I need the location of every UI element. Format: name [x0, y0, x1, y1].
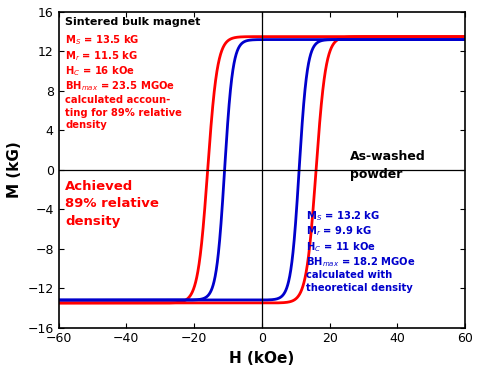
Text: M$_r$ = 9.9 kG: M$_r$ = 9.9 kG	[306, 225, 372, 238]
Text: BH$_{max}$ = 18.2 MGOe: BH$_{max}$ = 18.2 MGOe	[306, 255, 416, 269]
Text: calculated with
theoretical density: calculated with theoretical density	[306, 270, 413, 293]
Text: As-washed
powder: As-washed powder	[350, 150, 426, 181]
Text: M$_r$ = 11.5 kG: M$_r$ = 11.5 kG	[65, 49, 138, 63]
Y-axis label: M (kG): M (kG)	[7, 141, 22, 198]
Text: BH$_{max}$ = 23.5 MGOe: BH$_{max}$ = 23.5 MGOe	[65, 79, 175, 93]
Text: Sintered bulk magnet: Sintered bulk magnet	[65, 17, 201, 27]
Text: calculated accoun-
ting for 89% relative
density: calculated accoun- ting for 89% relative…	[65, 95, 182, 131]
X-axis label: H (kOe): H (kOe)	[229, 351, 295, 366]
Text: Achieved
89% relative
density: Achieved 89% relative density	[65, 180, 159, 228]
Text: M$_S$ = 13.5 kG: M$_S$ = 13.5 kG	[65, 34, 140, 47]
Text: M$_S$ = 13.2 kG: M$_S$ = 13.2 kG	[306, 209, 380, 223]
Text: H$_C$ = 11 kOe: H$_C$ = 11 kOe	[306, 240, 376, 254]
Text: H$_C$ = 16 kOe: H$_C$ = 16 kOe	[65, 64, 135, 78]
